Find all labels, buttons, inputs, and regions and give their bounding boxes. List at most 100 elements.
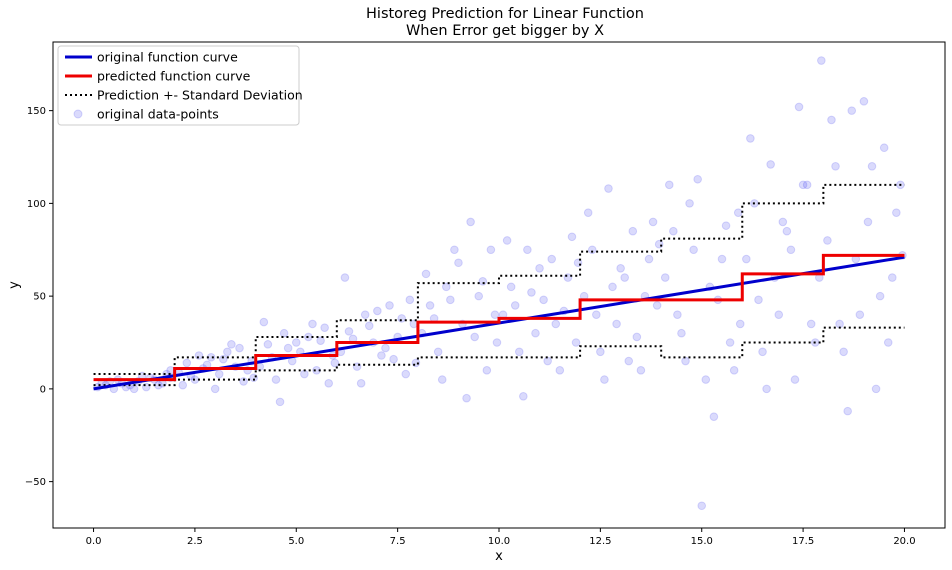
data-point [735,319,745,329]
data-point [437,375,447,384]
chart-title: Historeg Prediction for Linear Function [366,6,644,22]
data-point [492,338,502,347]
data-point [527,288,536,297]
data-point [604,184,613,193]
data-point [697,501,707,511]
data-point [871,384,881,394]
data-point [717,254,727,264]
data-point [462,393,471,403]
data-point [677,328,686,338]
data-point [543,356,552,366]
data-point [478,276,488,286]
data-point [490,310,500,319]
data-point [839,347,848,357]
std-upper-line [93,183,905,376]
data-point [535,264,544,273]
data-point [648,217,658,227]
data-point [356,379,366,388]
data-point [389,354,398,364]
data-point [632,332,642,342]
data-point [644,254,654,264]
data-point [794,102,804,112]
y-tick-label: −50 [25,477,46,488]
data-point [567,232,577,242]
data-point [802,180,812,190]
data-point [271,375,281,384]
data-point [381,343,390,353]
y-tick-label: 100 [27,199,46,210]
data-point [450,245,459,255]
data-point [373,306,382,316]
data-point [433,347,443,357]
data-point [502,236,512,245]
data-point [652,301,662,310]
data-point [223,347,232,357]
data-point [887,273,897,282]
data-point [879,143,889,153]
data-point [636,366,646,375]
data-point [425,301,435,310]
data-point [486,245,496,255]
data-point [729,366,739,375]
x-tick-label: 12.5 [589,536,611,547]
y-tick-label: 50 [33,292,46,303]
data-point [774,310,784,319]
data-point [592,310,601,319]
data-point [725,338,735,347]
x-tick-label: 10.0 [488,536,510,547]
x-tick-label: 7.5 [390,536,406,547]
data-point [360,310,370,319]
x-tick-label: 20.0 [893,536,915,547]
data-point [324,379,334,388]
data-point [616,264,625,273]
y-axis-label: y [7,281,22,289]
lines-layer [93,183,905,391]
data-point [377,351,386,360]
data-point [291,338,301,347]
data-point [669,226,678,236]
data-point [689,245,698,255]
data-point [441,282,451,292]
data-point [863,217,873,227]
data-point [806,319,816,329]
x-tick-label: 15.0 [691,536,713,547]
data-point [454,258,463,268]
data-point [506,282,516,292]
data-point [762,384,771,394]
data-point [823,236,832,245]
y-tick-label: 150 [27,106,46,117]
data-point [790,375,800,384]
data-point [786,245,796,255]
data-point [482,366,492,375]
data-point [583,208,593,217]
data-point [235,343,244,353]
data-point [308,319,317,329]
data-point [608,282,617,292]
x-axis: 0.0 2.5 5.0 7.5 10.0 12.5 15.0 17.5 20.0 [86,528,916,547]
x-tick-label: 2.5 [187,536,203,547]
data-point [701,375,711,384]
data-point [867,161,877,171]
data-point [446,295,455,305]
x-axis-label: x [495,549,503,564]
legend-label-predicted-function: predicted function curve [97,69,251,84]
data-point [344,327,354,336]
data-point [827,115,836,125]
data-point [227,340,236,349]
data-point [320,323,329,332]
data-point [421,269,431,279]
data-point [742,254,751,264]
data-point [531,328,540,338]
y-axis: −50 0 50 100 150 [25,106,53,488]
data-point [514,347,524,357]
data-point [523,245,532,255]
data-point [401,369,411,379]
data-point [555,366,565,375]
predicted-function-line [93,253,905,382]
chart-subtitle: When Error get bigger by X [406,23,604,39]
data-point [259,317,269,327]
legend: original function curve predicted functi… [57,45,303,126]
data-point [275,397,285,407]
data-point [214,369,224,379]
data-point [470,332,479,342]
